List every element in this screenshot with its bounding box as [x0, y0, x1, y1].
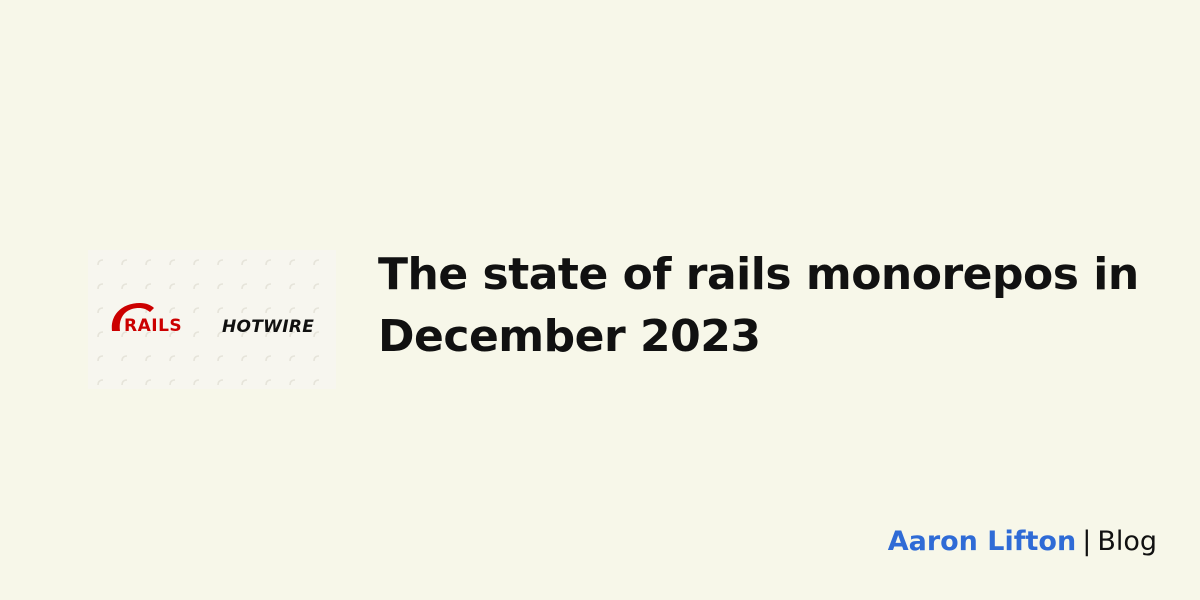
pattern-mark	[241, 331, 248, 338]
post-cover-image: RAILS HOTWIRE	[88, 250, 336, 389]
pattern-mark	[289, 331, 296, 338]
pattern-mark	[121, 259, 128, 266]
pattern-mark	[193, 355, 200, 362]
pattern-mark	[313, 355, 320, 362]
pattern-mark	[169, 283, 176, 290]
pattern-mark	[265, 331, 272, 338]
pattern-mark	[193, 331, 200, 338]
post-title: The state of rails monorepos in December…	[378, 244, 1168, 368]
pattern-mark	[121, 379, 128, 386]
pattern-mark	[265, 379, 272, 386]
pattern-mark	[193, 379, 200, 386]
pattern-mark	[97, 283, 104, 290]
pattern-mark	[97, 355, 104, 362]
pattern-mark	[265, 283, 272, 290]
pattern-mark	[289, 259, 296, 266]
rails-hotwire-logos: RAILS HOTWIRE	[97, 259, 320, 386]
pattern-mark	[217, 283, 224, 290]
pattern-mark	[289, 379, 296, 386]
rails-arc-icon	[111, 303, 154, 331]
pattern-mark	[121, 331, 128, 338]
pattern-mark	[265, 259, 272, 266]
pattern-mark	[145, 379, 152, 386]
pattern-mark	[289, 307, 296, 314]
blog-label: Blog	[1097, 526, 1157, 557]
pattern-mark	[265, 355, 272, 362]
pattern-mark	[217, 259, 224, 266]
pattern-mark	[241, 379, 248, 386]
hotwire-logo-text: HOTWIRE	[222, 317, 314, 337]
pattern-mark	[145, 259, 152, 266]
pattern-mark	[193, 259, 200, 266]
pattern-mark	[313, 283, 320, 290]
post-title-line-2: December 2023	[378, 311, 761, 362]
pattern-mark	[217, 331, 224, 338]
pattern-mark	[97, 307, 104, 314]
pattern-mark	[169, 307, 176, 314]
rails-logo-text: RAILS	[124, 316, 182, 336]
pattern-mark	[169, 259, 176, 266]
pattern-mark	[313, 307, 320, 314]
pattern-mark	[313, 379, 320, 386]
pattern-mark	[169, 355, 176, 362]
pattern-mark	[217, 307, 224, 314]
pattern-mark	[121, 283, 128, 290]
rails-logo: RAILS	[111, 303, 182, 336]
pattern-mark	[313, 259, 320, 266]
post-title-line-1: The state of rails monorepos in	[378, 249, 1139, 300]
pattern-mark	[217, 355, 224, 362]
pattern-mark	[241, 307, 248, 314]
pattern-mark	[169, 331, 176, 338]
site-byline: Aaron Lifton | Blog	[888, 524, 1157, 560]
pattern-mark	[241, 259, 248, 266]
hotwire-logo: HOTWIRE	[222, 317, 314, 337]
pattern-mark	[241, 355, 248, 362]
pattern-mark	[241, 283, 248, 290]
pattern-mark	[313, 331, 320, 338]
pattern-mark	[289, 355, 296, 362]
pattern-mark	[145, 331, 152, 338]
pattern-mark	[97, 259, 104, 266]
pattern-mark	[145, 283, 152, 290]
pattern-mark	[97, 379, 104, 386]
pattern-mark	[97, 331, 104, 338]
pattern-mark	[121, 355, 128, 362]
pattern-mark	[145, 355, 152, 362]
author-name[interactable]: Aaron Lifton	[887, 526, 1077, 557]
pattern-mark	[193, 307, 200, 314]
byline-separator: |	[1082, 526, 1092, 557]
pattern-mark	[265, 307, 272, 314]
pattern-mark	[217, 379, 224, 386]
pattern-mark	[169, 379, 176, 386]
pattern-mark	[289, 283, 296, 290]
pattern-mark	[193, 283, 200, 290]
